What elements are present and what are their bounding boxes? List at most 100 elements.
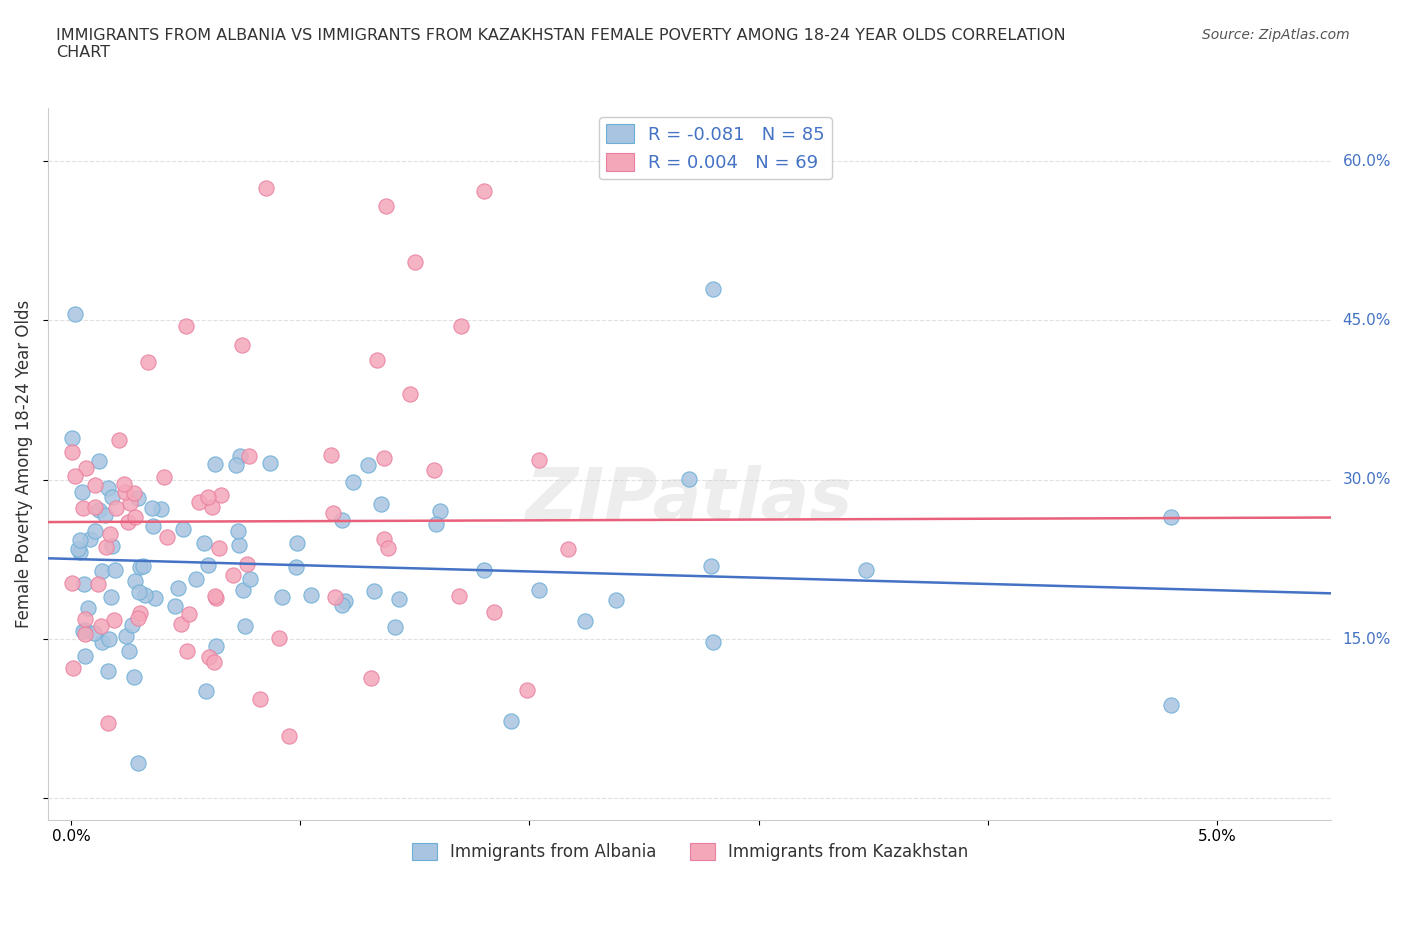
Point [136,355,159,370]
Point [128,585,150,600]
Point [472,563,495,578]
Point [75,460,97,475]
Point [179,606,201,621]
Point [121,618,143,632]
Point [98,527,121,542]
Point [75,623,97,638]
Point [60,575,83,590]
Text: ZIPatlas: ZIPatlas [526,465,853,534]
Point [94,539,117,554]
Point [112,476,135,491]
Point [114,485,136,499]
Point [422,463,444,478]
Text: IMMIGRANTS FROM ALBANIA VS IMMIGRANTS FROM KAZAKHSTAN FEMALE POVERTY AMONG 18-24: IMMIGRANTS FROM ALBANIA VS IMMIGRANTS FR… [56,28,1066,60]
Point [702,634,724,649]
Point [120,496,142,511]
Point [194,684,217,698]
Point [128,605,150,620]
Point [855,563,877,578]
Point [124,574,146,589]
Point [79,532,101,547]
Point [425,516,447,531]
Point [63,469,86,484]
Legend: Immigrants from Albania, Immigrants from Kazakhstan: Immigrants from Albania, Immigrants from… [405,837,974,868]
Point [128,560,150,575]
Point [62,660,84,675]
Point [222,567,245,582]
Point [134,587,156,602]
Point [333,593,356,608]
Point [373,532,395,547]
Point [384,619,406,634]
Point [226,524,249,538]
Point [69,532,91,547]
Point [198,649,221,664]
Point [484,604,506,619]
Point [108,432,131,447]
Point [169,616,191,631]
Point [186,571,208,586]
Point [501,713,523,728]
Point [84,478,107,493]
Point [188,495,211,510]
Point [143,591,166,605]
Point [323,590,346,604]
Point [72,577,94,591]
Point [450,318,472,333]
Point [249,692,271,707]
Point [342,475,364,490]
Point [429,503,451,518]
Point [332,598,354,613]
Point [373,451,395,466]
Point [73,627,96,642]
Point [285,536,308,551]
Point [204,457,226,472]
Point [239,572,262,587]
Point [73,611,96,626]
Point [259,456,281,471]
Point [87,502,110,517]
Point [122,485,145,500]
Point [142,519,165,534]
Point [105,501,128,516]
Point [153,470,176,485]
Point [75,648,97,663]
Point [127,491,149,506]
Point [527,452,550,467]
Point [232,582,254,597]
Point [225,458,247,472]
Point [238,448,260,463]
Point [1160,510,1182,525]
Point [63,307,86,322]
Point [207,540,229,555]
Point [360,671,382,685]
Point [447,589,470,604]
Point [605,592,627,607]
Point [228,448,250,463]
Point [87,453,110,468]
Point [103,613,125,628]
Point [156,529,179,544]
Point [205,639,228,654]
Point [127,610,149,625]
Point [233,618,256,633]
Point [174,318,197,333]
Point [236,556,259,571]
Text: 45.0%: 45.0% [1343,312,1391,328]
Point [97,631,120,646]
Point [388,591,411,606]
Point [91,564,114,578]
Point [77,600,100,615]
Point [72,623,94,638]
Point [91,635,114,650]
Text: 30.0%: 30.0% [1343,472,1391,487]
Point [201,499,224,514]
Point [527,583,550,598]
Y-axis label: Female Poverty Among 18-24 Year Olds: Female Poverty Among 18-24 Year Olds [15,299,32,628]
Point [228,538,250,552]
Point [404,255,426,270]
Point [197,558,219,573]
Point [94,508,117,523]
Point [516,683,538,698]
Text: 15.0%: 15.0% [1343,631,1391,646]
